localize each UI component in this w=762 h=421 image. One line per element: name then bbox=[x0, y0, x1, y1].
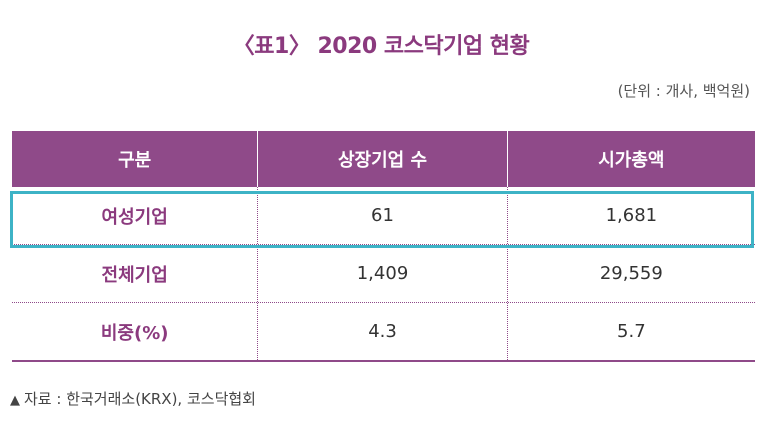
data-table: 구분 상장기업 수 시가총액 여성기업 61 1,681 전체기업 1,409 … bbox=[12, 131, 755, 362]
table-row-all-firms: 전체기업 1,409 29,559 bbox=[12, 244, 755, 302]
market-cap-cell: 5.7 bbox=[506, 303, 755, 360]
header-market-cap: 시가총액 bbox=[506, 131, 755, 187]
table-row-share: 비중(%) 4.3 5.7 bbox=[12, 302, 755, 362]
listed-count-cell: 4.3 bbox=[257, 303, 506, 360]
market-cap-cell: 29,559 bbox=[506, 245, 755, 302]
source-text: 자료 : 한국거래소(KRX), 코스닥협회 bbox=[24, 390, 256, 408]
table-header: 구분 상장기업 수 시가총액 bbox=[12, 131, 755, 187]
row-label: 여성기업 bbox=[101, 206, 168, 228]
header-category: 구분 bbox=[118, 150, 152, 171]
row-label: 비중(%) bbox=[100, 322, 169, 344]
listed-count-cell: 61 bbox=[257, 187, 506, 244]
triangle-icon: ▲ bbox=[10, 393, 20, 408]
row-label: 전체기업 bbox=[101, 264, 168, 286]
header-listed-count: 상장기업 수 bbox=[257, 131, 506, 187]
table-row-women-firms: 여성기업 61 1,681 bbox=[12, 187, 755, 244]
table-title: 〈표1〉 2020 코스닥기업 현황 bbox=[232, 34, 530, 59]
unit-note: (단위 : 개사, 백억원) bbox=[617, 82, 750, 100]
listed-count-cell: 1,409 bbox=[257, 245, 506, 302]
market-cap-cell: 1,681 bbox=[506, 187, 755, 244]
source-note: ▲ 자료 : 한국거래소(KRX), 코스닥협회 bbox=[10, 388, 256, 409]
